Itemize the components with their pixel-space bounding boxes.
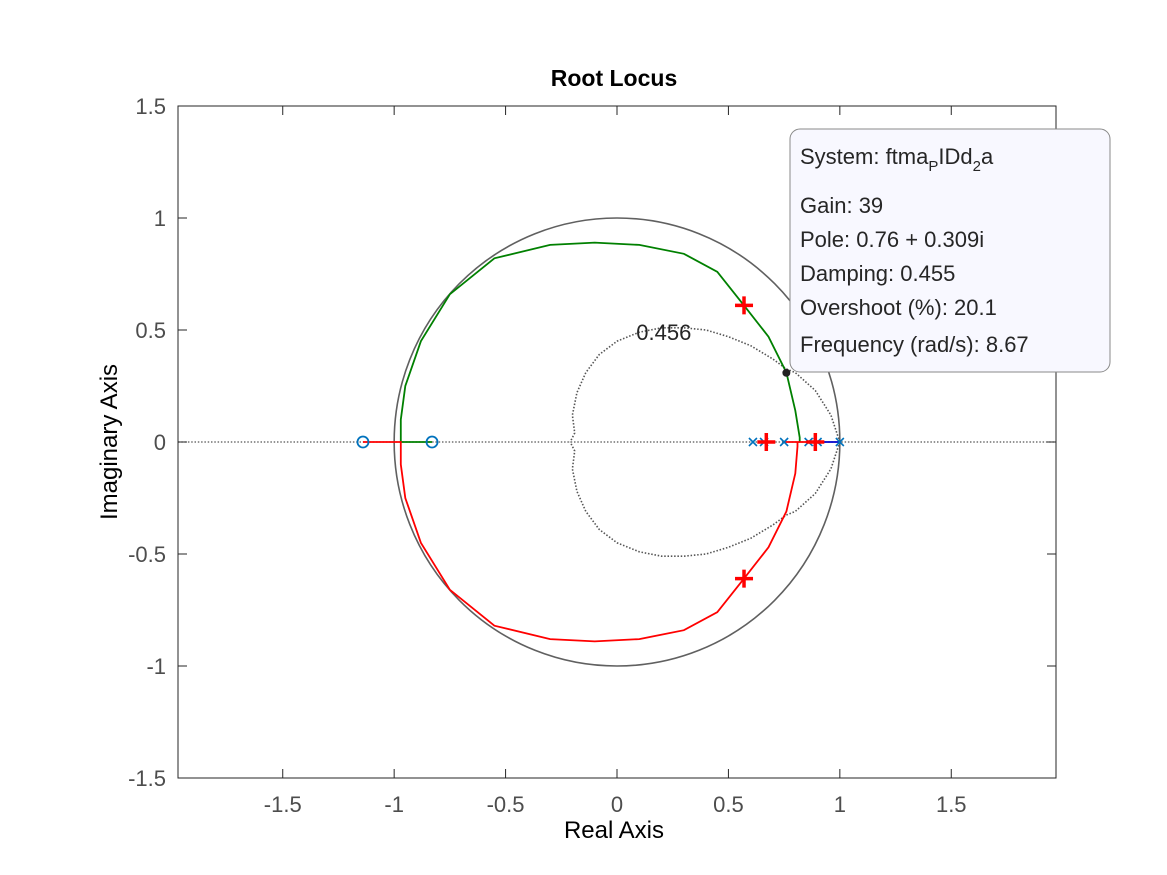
x-tick-label-1: -1 <box>384 792 404 817</box>
datatip-gain: Gain: 39 <box>800 193 883 218</box>
datatip-system-sub2: 2 <box>973 158 981 175</box>
closed-loop-pole-0 <box>735 296 754 315</box>
x-tick-label-6: 1.5 <box>936 792 967 817</box>
marker-group <box>356 296 845 588</box>
x-axis-label: Real Axis <box>564 817 664 844</box>
y-tick-label-4: 0.5 <box>135 318 166 343</box>
chart-title: Root Locus <box>551 65 678 91</box>
y-tick-label-3: 0 <box>154 430 166 455</box>
closed-loop-pole-2 <box>757 433 776 451</box>
x-tick-label-3: 0 <box>611 792 623 817</box>
pole-marker-0-b <box>748 437 758 447</box>
datatip-system-label: System: ftma <box>800 144 929 169</box>
locus-branch-0 <box>399 241 801 443</box>
x-tick-label-0: -1.5 <box>264 792 302 817</box>
y-tick-label-2: -0.5 <box>128 542 166 567</box>
datatip-point <box>782 368 791 377</box>
pole-marker-2-b <box>779 437 789 447</box>
datatip-overshoot: Overshoot (%): 20.1 <box>800 295 997 320</box>
y-axis-label: Imaginary Axis <box>96 364 123 520</box>
pole-marker-5 <box>835 437 845 447</box>
datatip-pole: Pole: 0.76 + 0.309i <box>800 227 984 252</box>
datatip-system: System: ftmaPIDd2a <box>800 144 994 175</box>
pole-marker-5-b <box>835 437 845 447</box>
locus-branch-1 <box>363 441 799 643</box>
closed-loop-pole-3 <box>806 433 825 451</box>
datatip-system-mid: IDd <box>938 144 972 169</box>
y-tick-label-1: -1 <box>146 654 166 679</box>
closed-loop-pole-1 <box>735 569 754 588</box>
datatip-frequency: Frequency (rad/s): 8.67 <box>800 332 1029 357</box>
x-tick-label-5: 1 <box>834 792 846 817</box>
zero-marker-0 <box>356 435 370 449</box>
y-ticks: -1.5 -1 -0.5 0 0.5 1 1.5 <box>128 94 1056 791</box>
x-tick-label-2: -0.5 <box>487 792 525 817</box>
zero-marker-1 <box>425 435 439 449</box>
y-tick-label-5: 1 <box>154 206 166 231</box>
pole-marker-0 <box>748 437 758 447</box>
x-ticks: -1.5 -1 -0.5 0 0.5 1 1.5 <box>264 106 967 817</box>
x-tick-label-4: 0.5 <box>713 792 744 817</box>
damping-curve-group <box>178 327 1056 557</box>
datatip-box <box>789 128 1111 373</box>
datatip-system-end: a <box>981 144 994 169</box>
y-tick-label-0: -1.5 <box>128 766 166 791</box>
datatip-damping: Damping: 0.455 <box>800 261 955 286</box>
pole-marker-2 <box>779 437 789 447</box>
datatip-system-sub1: P <box>928 158 938 175</box>
y-tick-label-6: 1.5 <box>135 94 166 119</box>
datatip-group[interactable]: System: ftmaPIDd2a Gain: 39 Pole: 0.76 +… <box>789 128 1111 373</box>
damping-annotation-label: 0.456 <box>636 320 691 345</box>
